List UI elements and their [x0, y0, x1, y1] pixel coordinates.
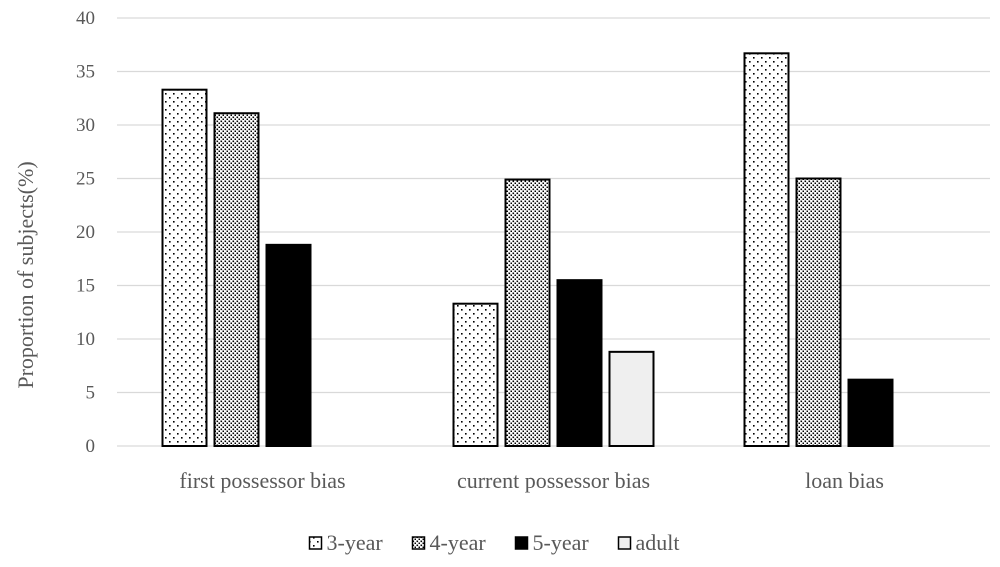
- legend-label: 4-year: [430, 530, 487, 555]
- y-tick-label: 20: [76, 222, 95, 243]
- x-category-label: first possessor bias: [179, 468, 345, 493]
- bars: [161, 52, 894, 448]
- legend-swatch: [308, 536, 323, 550]
- y-tick-label: 35: [76, 62, 95, 83]
- bar-5-year: [556, 279, 603, 447]
- bar-5-year: [265, 243, 312, 447]
- legend-label: 5-year: [533, 530, 590, 555]
- bar-3-year: [743, 52, 790, 448]
- y-tick-label: 10: [76, 329, 95, 350]
- y-tick-label: 15: [76, 276, 95, 297]
- bar-4-year: [504, 178, 551, 447]
- legend-swatch: [514, 536, 529, 550]
- legend-swatch: [617, 536, 632, 550]
- y-tick-label: 25: [76, 169, 95, 190]
- legend-item: adult: [617, 530, 680, 555]
- x-category-label: loan bias: [805, 468, 884, 493]
- y-tick-label: 5: [86, 383, 96, 404]
- legend-label: 3-year: [327, 530, 384, 555]
- gridlines: [117, 17, 990, 447]
- bar-adult: [608, 350, 655, 447]
- y-tick-label: 40: [76, 8, 95, 29]
- y-tick-label: 30: [76, 115, 95, 136]
- y-tick-label: 0: [86, 436, 96, 457]
- y-axis-ticks: 0 5 10 15 20 25 30 35 40: [76, 8, 95, 457]
- legend-swatch: [411, 536, 426, 550]
- y-axis-title: Proportion of subjects(%): [13, 161, 38, 388]
- legend-item: 5-year: [514, 530, 590, 555]
- x-axis-category-labels: first possessor bias current possessor bi…: [179, 468, 884, 493]
- bar-4-year: [213, 112, 260, 447]
- bar-5-year: [847, 378, 894, 447]
- x-category-label: current possessor bias: [457, 468, 650, 493]
- bar-4-year: [795, 177, 842, 447]
- legend-label: adult: [636, 530, 680, 555]
- bar-3-year: [452, 302, 499, 447]
- legend-item: 3-year: [308, 530, 384, 555]
- legend-item: 4-year: [411, 530, 487, 555]
- bar-3-year: [161, 88, 208, 447]
- legend: 3-year 4-year 5-year adult: [308, 530, 680, 555]
